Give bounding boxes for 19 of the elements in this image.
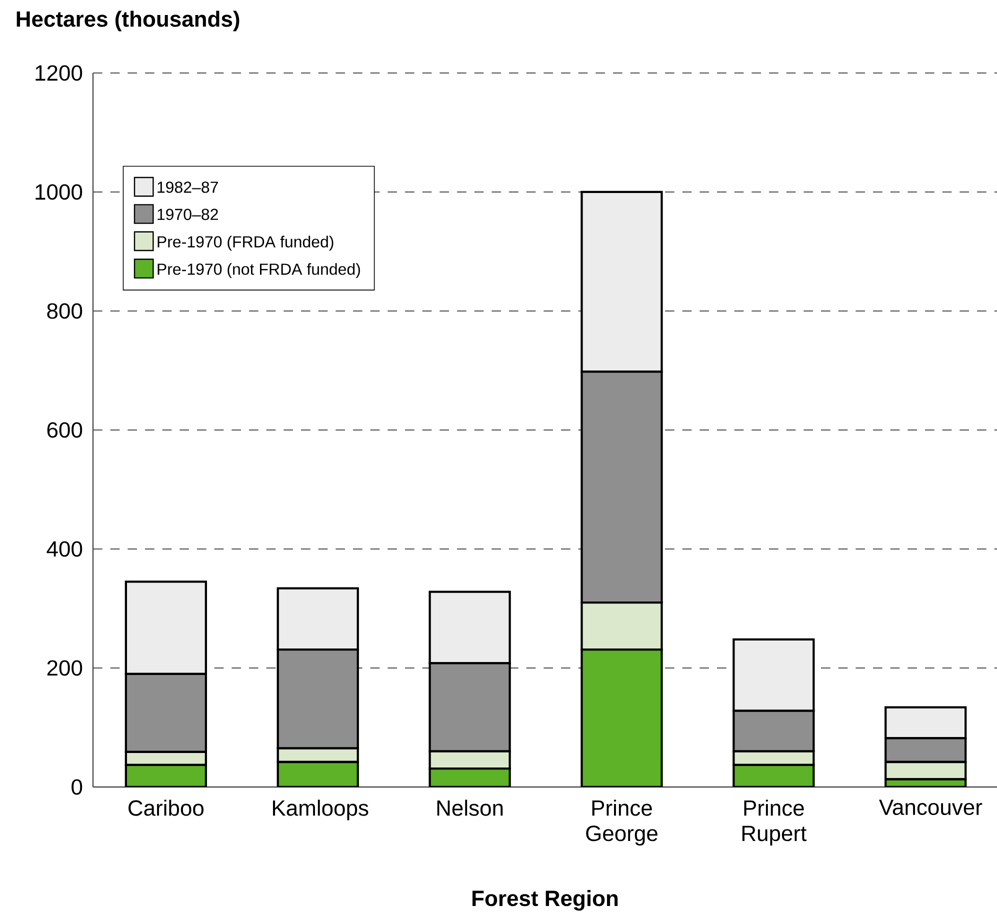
x-tick-label: Nelson <box>437 800 503 816</box>
legend-label: Pre-1970 (FRDA funded) <box>158 236 334 251</box>
legend-label: 1982–87 <box>158 182 218 193</box>
x-tick-label: Prince George <box>586 800 658 846</box>
y-tick-label: 0 <box>72 779 82 795</box>
y-tick-label: 800 <box>47 303 82 319</box>
legend-label: Pre-1970 (not FRDA funded) <box>158 263 360 278</box>
y-tick-label: 600 <box>47 422 82 438</box>
x-tick-label: Cariboo <box>128 800 204 816</box>
y-tick-label: 1200 <box>36 65 82 81</box>
x-axis-title: Forest Region <box>472 890 618 911</box>
x-tick-label: Vancouver <box>879 800 982 816</box>
y-tick-label: 400 <box>46 541 82 557</box>
y-tick-label: 200 <box>47 660 82 676</box>
y-axis-title: Hectares (thousands) <box>16 10 240 32</box>
x-tick-label: Prince Rupert <box>742 800 807 846</box>
x-tick-label: Kamloops <box>272 800 368 820</box>
y-tick-label: 1000 <box>36 184 82 200</box>
legend-label: 1970–82 <box>158 208 218 220</box>
